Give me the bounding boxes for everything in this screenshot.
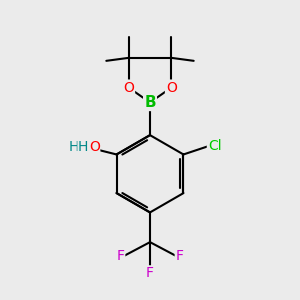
Text: HO: HO bbox=[68, 140, 90, 154]
Text: F: F bbox=[146, 266, 154, 280]
Text: F: F bbox=[176, 248, 184, 262]
Text: O: O bbox=[166, 81, 177, 94]
Text: F: F bbox=[116, 248, 124, 262]
Text: H: H bbox=[78, 140, 88, 154]
Text: B: B bbox=[144, 95, 156, 110]
Text: Cl: Cl bbox=[208, 139, 221, 152]
Text: O: O bbox=[89, 140, 100, 154]
Text: O: O bbox=[123, 81, 134, 94]
